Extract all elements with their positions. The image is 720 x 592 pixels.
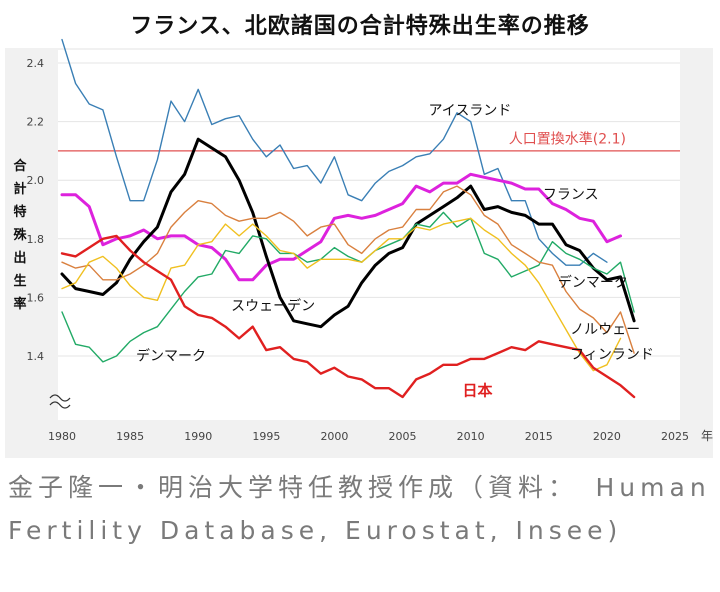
series-line bbox=[61, 185, 635, 354]
x-axis-unit: 年 bbox=[701, 429, 713, 443]
y-axis-label-char: 計 bbox=[13, 181, 26, 197]
y-tick-label: 2.2 bbox=[27, 116, 45, 129]
y-tick-label: 1.4 bbox=[27, 350, 45, 363]
x-tick-label: 2005 bbox=[389, 430, 417, 443]
annotation-label: デンマーク bbox=[136, 347, 206, 364]
annotation-label: フランス bbox=[543, 187, 599, 203]
chart: 1.4 1.6 1.8 2.0 2.2 2.4 1980 1985 1990 1995 2000 20… bbox=[5, 38, 713, 458]
y-axis-label-char: 特 bbox=[13, 204, 26, 220]
axis-ticks: 1.4 1.6 1.8 2.0 2.2 2.4 1980 1985 1990 1995 2000 20… bbox=[27, 57, 690, 443]
annotation-label: ノルウェー bbox=[570, 322, 640, 338]
chart-title: フランス、北欧諸国の合計特殊出生率の推移 bbox=[130, 14, 590, 39]
annotation-label: アイスランド bbox=[428, 103, 511, 119]
y-tick-label: 2.4 bbox=[27, 57, 45, 70]
x-tick-label: 1990 bbox=[184, 430, 212, 443]
source-caption: 金子隆一・明治大学特任教授作成（資料： Human Fertility Data… bbox=[8, 473, 711, 545]
x-tick-label: 2020 bbox=[593, 430, 621, 443]
series-line bbox=[60, 234, 636, 399]
x-tick-label: 2010 bbox=[457, 430, 485, 443]
y-axis-label-char: 合 bbox=[13, 158, 27, 174]
y-axis-label-char: 率 bbox=[13, 296, 26, 312]
x-tick-label: 1980 bbox=[48, 430, 76, 443]
y-axis-label-char: 出 bbox=[13, 250, 26, 266]
annotation-label: 人口置換水準(2.1) bbox=[509, 132, 626, 148]
y-axis-label-char: 殊 bbox=[13, 228, 27, 243]
series-line bbox=[60, 172, 622, 282]
annotation-label: デンマーク bbox=[558, 274, 628, 291]
series-line bbox=[60, 137, 636, 329]
x-tick-label: 1995 bbox=[252, 430, 280, 443]
y-tick-label: 1.8 bbox=[27, 233, 45, 246]
x-tick-label: 2025 bbox=[661, 430, 689, 443]
series-line bbox=[61, 211, 635, 363]
annotation-label: フィンランド bbox=[570, 347, 654, 363]
y-tick-label: 2.0 bbox=[27, 174, 45, 187]
x-tick-label: 1985 bbox=[116, 430, 144, 443]
series-line bbox=[61, 217, 622, 372]
x-tick-label: 2000 bbox=[320, 430, 348, 443]
series-line bbox=[61, 38, 608, 266]
y-axis-label-char: 生 bbox=[13, 273, 26, 289]
x-tick-label: 2015 bbox=[525, 430, 553, 443]
series-lines bbox=[60, 38, 636, 399]
y-tick-label: 1.6 bbox=[27, 291, 45, 304]
annotation-label: スウェーデン bbox=[231, 298, 315, 315]
y-axis-label: 合計特殊出生率 bbox=[13, 158, 27, 312]
annotation-label: 日本 bbox=[462, 382, 492, 400]
annotations: アイスランド人口置換水準(2.1)フランススウェーデンデンマークノルウェーフィン… bbox=[136, 103, 654, 399]
plot-area bbox=[58, 50, 680, 420]
axis-break-icon bbox=[49, 394, 71, 409]
